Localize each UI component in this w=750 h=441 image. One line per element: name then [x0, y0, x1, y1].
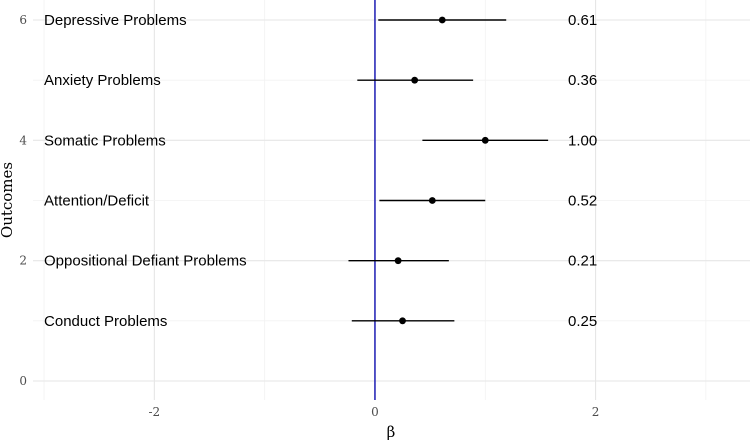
x-tick-label: -2 — [148, 405, 160, 419]
estimate-value-label: 0.61 — [568, 12, 597, 29]
y-tick-label: 6 — [19, 13, 27, 27]
outcome-label: Depressive Problems — [44, 12, 187, 29]
outcome-labels: Depressive Problems 0.61 Anxiety Problems 0… — [44, 12, 597, 330]
x-tick-label: 0 — [371, 405, 379, 419]
x-axis-title: β — [387, 423, 396, 441]
estimate-value-label: 0.36 — [568, 72, 597, 89]
estimates — [348, 16, 549, 325]
point-estimate — [394, 257, 402, 265]
point-estimate — [411, 76, 419, 84]
estimate-value-label: 0.21 — [568, 253, 597, 270]
estimate-value-label: 0.25 — [568, 313, 597, 330]
outcome-label: Conduct Problems — [44, 313, 167, 330]
x-tick-label: 2 — [592, 405, 600, 419]
y-tick-label: 0 — [19, 374, 27, 388]
point-estimate — [399, 317, 406, 325]
outcome-label: Somatic Problems — [44, 132, 166, 149]
estimate-value-label: 0.52 — [568, 193, 597, 210]
point-estimate — [428, 197, 436, 204]
estimate-value-label: 1.00 — [568, 132, 597, 149]
y-axis-title: Outcomes — [0, 162, 16, 238]
y-tick-label: 4 — [19, 133, 27, 147]
outcome-label: Attention/Deficit — [44, 193, 150, 210]
point-estimate — [438, 16, 446, 24]
point-estimate — [481, 136, 489, 144]
outcome-label: Anxiety Problems — [44, 72, 161, 89]
outcome-label: Oppositional Defiant Problems — [44, 253, 247, 270]
y-tick-label: 2 — [19, 254, 27, 268]
axis-ticks: -2 0 2 0 2 4 6 — [19, 13, 599, 419]
